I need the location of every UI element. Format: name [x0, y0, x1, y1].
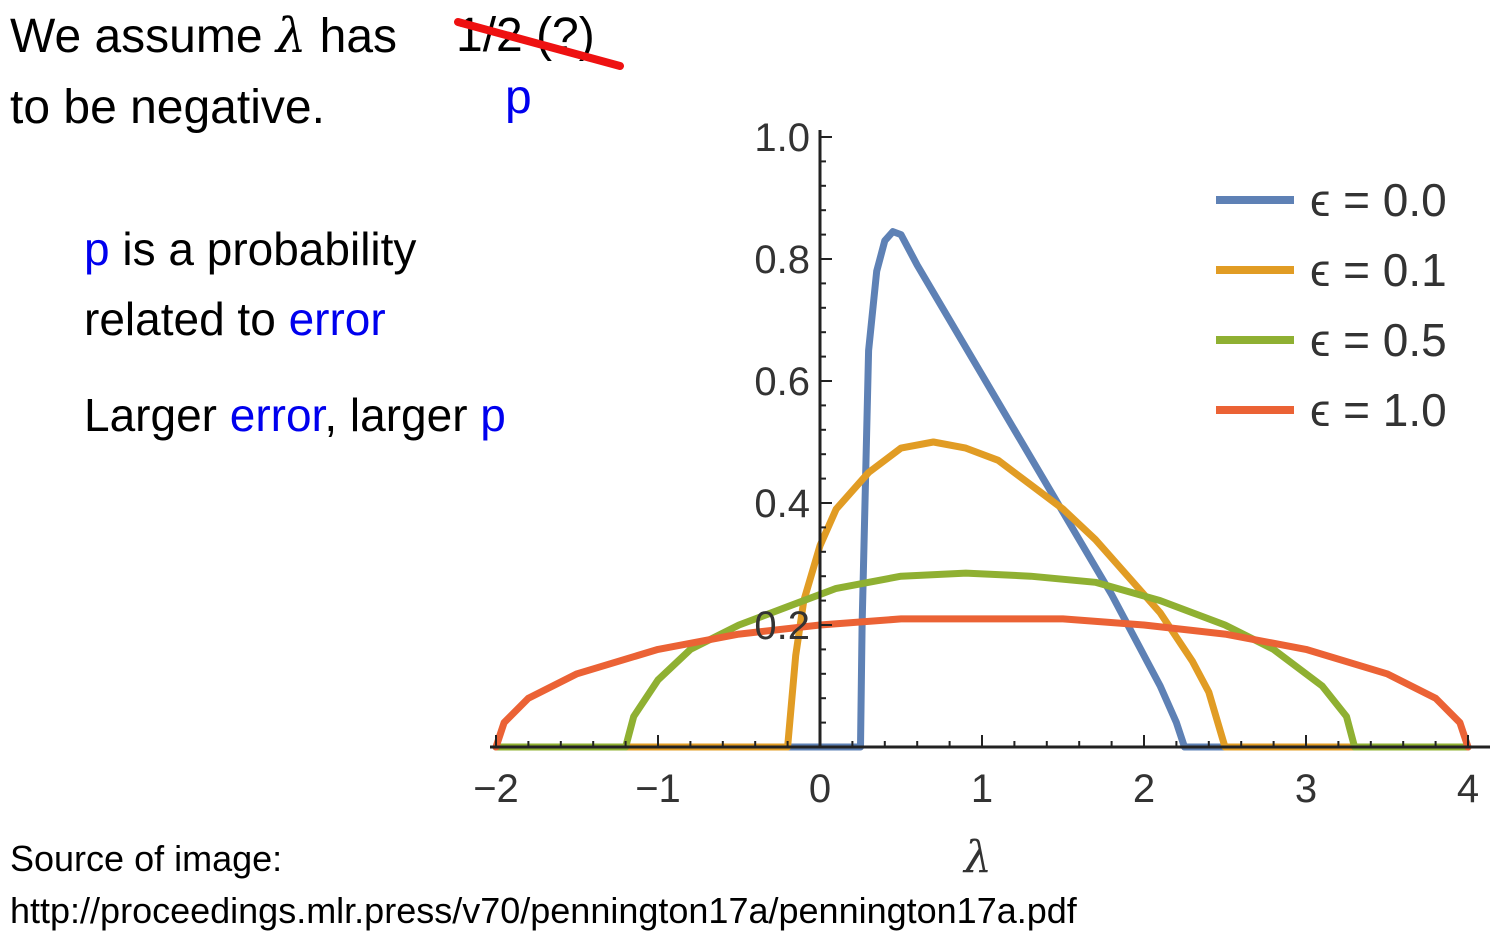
series-line-1 [492, 438, 1472, 751]
series-line-0 [492, 228, 1472, 751]
heading-text-post: has [306, 10, 398, 63]
p-definition-line-1: p is a probability [84, 222, 416, 276]
x-tick-label: 2 [1133, 767, 1155, 811]
p-definition-p: p [84, 223, 110, 275]
source-label: Source of image: [10, 838, 283, 879]
x-tick-label: 4 [1457, 767, 1479, 811]
x-tick-label: 3 [1295, 767, 1317, 811]
x-tick-label: −1 [635, 767, 681, 811]
y-tick-label: 0.4 [754, 482, 810, 526]
lambda-symbol: λ [275, 8, 307, 64]
larger-pre: Larger [84, 389, 230, 441]
y-tick-label: 0.6 [754, 360, 810, 404]
larger-error-line: Larger error, larger p [84, 388, 506, 442]
x-tick-label: 0 [809, 767, 831, 811]
replacement-p: p [505, 71, 532, 124]
legend-label-2: ϵ = 0.5 [1310, 314, 1447, 366]
heading-line-2: to be negative. [10, 81, 325, 134]
y-tick-label: 0.8 [754, 238, 810, 282]
larger-error: error [229, 389, 325, 441]
larger-mid: , larger [324, 389, 481, 441]
legend-label-0: ϵ = 0.0 [1310, 174, 1447, 226]
x-tick-label: 1 [971, 767, 993, 811]
source-url: http://proceedings.mlr.press/v70/penning… [10, 890, 1077, 931]
y-tick-label: 1.0 [754, 116, 810, 160]
legend-label-3: ϵ = 1.0 [1310, 384, 1447, 436]
p-definition-error: error [288, 293, 386, 345]
legend-label-1: ϵ = 0.1 [1310, 244, 1447, 296]
series-line-2 [492, 569, 1472, 751]
y-tick-label: 0.2 [754, 604, 810, 648]
heading-line-1: We assume λ has [10, 8, 397, 64]
p-definition-line-2: related to error [84, 292, 386, 346]
larger-p: p [480, 389, 506, 441]
p-definition-rest: is a probability [109, 223, 417, 275]
x-axis-label: λ [962, 832, 992, 883]
x-tick-label: −2 [473, 767, 519, 811]
heading-text-pre: We assume [10, 10, 276, 63]
p-definition-line2-pre: related to [84, 293, 289, 345]
series-line-3 [492, 615, 1472, 751]
